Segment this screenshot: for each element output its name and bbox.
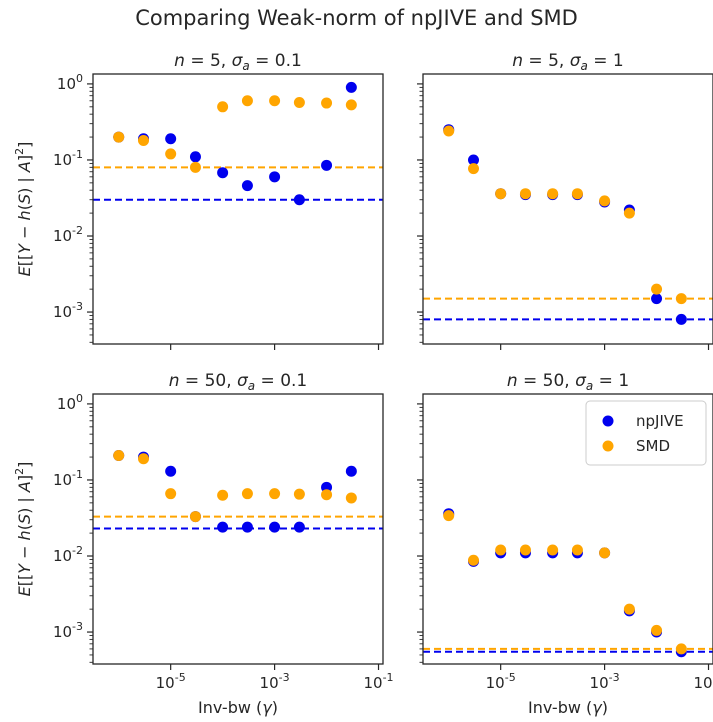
point-smd <box>217 489 229 501</box>
point-smd <box>345 492 357 504</box>
point-npjive <box>675 313 687 325</box>
y-tick-label: 10-3 <box>53 300 83 321</box>
legend-frame <box>585 400 707 466</box>
point-smd <box>675 643 687 655</box>
point-smd <box>443 125 455 137</box>
axes-frame <box>92 393 384 665</box>
plot-area <box>423 124 713 325</box>
y-tick-label: 100 <box>57 72 83 93</box>
point-smd <box>443 510 455 522</box>
point-smd <box>189 161 201 173</box>
point-smd <box>113 449 125 461</box>
x-axis-label: Inv-bw (γ) <box>198 698 278 717</box>
point-smd <box>321 489 333 501</box>
axes-frame <box>422 393 713 665</box>
point-smd <box>623 603 635 615</box>
point-smd <box>269 95 281 107</box>
plot-area <box>93 81 383 206</box>
y-tick-label: 10-2 <box>53 544 83 565</box>
y-tick-label: 10-1 <box>53 468 83 489</box>
subplot-title: n = 5, σa = 0.1 <box>174 51 302 73</box>
x-tick-label: 10-3 <box>260 671 290 692</box>
point-smd <box>651 283 663 295</box>
x-tick-label: 10-5 <box>156 671 186 692</box>
point-smd <box>547 188 559 200</box>
point-npjive <box>165 465 177 477</box>
point-smd <box>269 488 281 500</box>
point-npjive <box>269 171 281 183</box>
figure-title: Comparing Weak-norm of npJIVE and SMD <box>135 6 578 30</box>
point-smd <box>571 188 583 200</box>
point-npjive <box>269 521 281 533</box>
point-npjive <box>321 159 333 171</box>
point-npjive <box>165 133 177 145</box>
point-smd <box>138 453 150 465</box>
point-npjive <box>241 180 253 192</box>
point-npjive <box>241 521 253 533</box>
point-npjive <box>468 154 480 166</box>
point-smd <box>138 135 150 147</box>
point-npjive <box>293 521 305 533</box>
y-tick-label: 100 <box>57 392 83 413</box>
point-smd <box>468 554 480 566</box>
point-smd <box>651 624 663 636</box>
y-tick-label: 10-2 <box>53 224 83 245</box>
plot-area <box>93 449 383 533</box>
axes-frame <box>422 73 713 345</box>
point-smd <box>189 511 201 523</box>
legend: npJIVE SMD <box>585 400 707 466</box>
point-smd <box>165 488 177 500</box>
point-npjive <box>345 81 357 93</box>
point-smd <box>599 547 611 559</box>
point-npjive <box>217 167 229 179</box>
point-smd <box>321 97 333 109</box>
legend-label-smd: SMD <box>636 437 670 455</box>
x-tick-label: 10-5 <box>486 671 516 692</box>
subplot-title: n = 50, σa = 0.1 <box>169 371 308 393</box>
legend-marker-npjive <box>602 415 614 427</box>
point-npjive <box>293 194 305 206</box>
point-smd <box>293 96 305 108</box>
point-smd <box>293 488 305 500</box>
x-tick-label: 10-3 <box>590 671 620 692</box>
point-smd <box>571 544 583 556</box>
point-smd <box>675 293 687 305</box>
plot-area <box>423 508 713 658</box>
point-npjive <box>345 465 357 477</box>
legend-label-npjive: npJIVE <box>636 412 684 430</box>
point-smd <box>519 544 531 556</box>
point-smd <box>495 188 507 200</box>
y-tick-label: 10-1 <box>53 148 83 169</box>
y-axis-label: E[[Y − h(S) | A]2] <box>13 142 34 277</box>
subplot-title: n = 50, σa = 1 <box>507 371 629 393</box>
y-tick-label: 10-3 <box>53 620 83 641</box>
point-npjive <box>651 293 663 305</box>
subplot-title: n = 5, σa = 1 <box>512 51 623 73</box>
point-smd <box>519 188 531 200</box>
y-axis-label: E[[Y − h(S) | A]2] <box>13 462 34 597</box>
chart-panel-3: 100 10-1 10-2 10-3 10-5 10-3 10-1 n = 50, σa = … <box>13 371 394 717</box>
point-npjive <box>189 151 201 163</box>
chart-panel-1: 100 10-1 10-2 10-3 n = 5, σa = 0.1 E[[Y − h(S… <box>13 51 384 350</box>
point-smd <box>217 101 229 113</box>
axes-frame <box>92 73 384 345</box>
x-tick-label: 10-1 <box>363 671 393 692</box>
x-axis-label: Inv-bw (γ) <box>528 698 608 717</box>
point-smd <box>599 195 611 207</box>
point-smd <box>623 207 635 219</box>
point-smd <box>165 148 177 160</box>
point-smd <box>113 131 125 143</box>
chart-panel-2: n = 5, σa = 1 <box>417 51 713 350</box>
point-smd <box>241 95 253 107</box>
point-smd <box>468 163 480 175</box>
point-smd <box>547 544 559 556</box>
x-tick-label: 10-1 <box>693 671 713 692</box>
chart-panel-4: 10-5 10-3 10-1 n = 50, σa = 1 Inv-bw (γ) npJI… <box>417 371 713 717</box>
point-npjive <box>217 521 229 533</box>
legend-marker-smd <box>602 440 614 452</box>
point-smd <box>495 544 507 556</box>
point-smd <box>241 488 253 500</box>
point-smd <box>345 99 357 111</box>
